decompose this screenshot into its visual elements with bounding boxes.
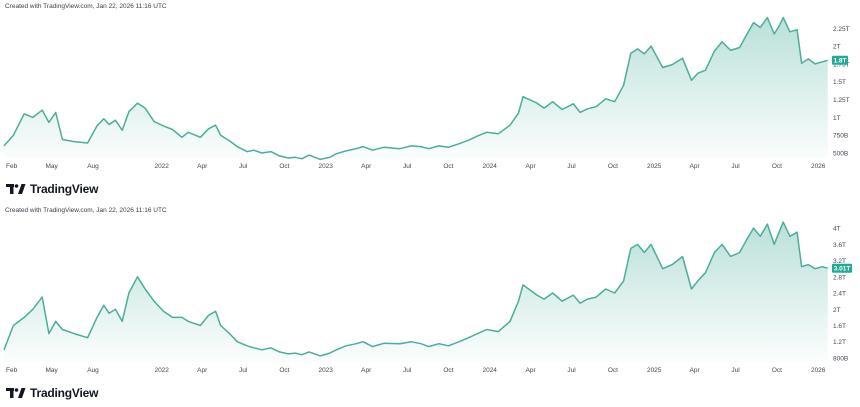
chart-panel-top: Created with TradingView.com, Jan 22, 20… — [0, 0, 860, 204]
x-tick-label: Aug — [87, 163, 99, 170]
x-tick-label: Jul — [239, 367, 248, 374]
y-tick-label: 2T — [833, 307, 841, 314]
y-tick-label: 2T — [833, 44, 841, 51]
x-tick-label: Oct — [608, 163, 618, 170]
y-tick-label: 1.2T — [833, 339, 846, 346]
tradingview-logo[interactable]: TradingView — [6, 182, 98, 196]
tradingview-wordmark: TradingView — [30, 386, 99, 400]
y-tick-label: 1.6T — [833, 323, 846, 330]
x-tick-label: Jul — [731, 367, 740, 374]
x-tick-label: 2024 — [482, 163, 497, 170]
x-tick-label: Jul — [567, 367, 576, 374]
tradingview-wordmark: TradingView — [30, 182, 99, 196]
x-tick-label: May — [45, 163, 58, 170]
last-price-label: 1.8T — [833, 58, 846, 65]
x-tick-label: Jul — [567, 163, 576, 170]
x-tick-label: Oct — [772, 163, 782, 170]
y-tick-label: 2.25T — [833, 26, 850, 33]
y-tick-label: 750B — [833, 133, 848, 140]
y-tick-label: 2.8T — [833, 274, 846, 281]
tradingview-logo-icon — [6, 184, 26, 194]
x-tick-label: Apr — [361, 163, 372, 170]
x-tick-label: 2024 — [482, 367, 497, 374]
x-tick-label: 2022 — [154, 163, 169, 170]
created-label: Created with TradingView.com, Jan 22, 20… — [5, 207, 167, 214]
y-tick-label: 1.5T — [833, 79, 846, 86]
x-tick-label: Apr — [526, 367, 537, 374]
x-tick-label: 2026 — [811, 163, 826, 170]
series-line — [3, 221, 828, 357]
x-tick-label: Apr — [526, 163, 537, 170]
series-area-fill — [4, 17, 828, 160]
series-line — [3, 16, 828, 161]
x-tick-label: 2025 — [647, 367, 662, 374]
tradingview-logo-icon — [6, 388, 26, 398]
x-tick-label: May — [45, 367, 58, 374]
last-price-label: 3.01T — [834, 266, 851, 273]
y-tick-label: 500B — [833, 151, 848, 158]
y-tick-label: 2.4T — [833, 291, 846, 298]
y-tick-label: 1T — [833, 115, 841, 122]
x-tick-label: Apr — [361, 367, 372, 374]
x-tick-label: Apr — [197, 367, 208, 374]
chart-area-bottom[interactable]: Feb May Aug 2022 Apr Jul Oct 2023 Apr Jul Oct 2024 A… — [0, 204, 860, 407]
x-tick-label: Jul — [403, 163, 412, 170]
x-tick-label: Aug — [87, 367, 99, 374]
y-tick-label: 800B — [833, 355, 848, 362]
x-tick-label: Jul — [403, 367, 412, 374]
x-tick-label: Feb — [6, 367, 18, 374]
tradingview-logo[interactable]: TradingView — [6, 386, 98, 400]
x-tick-label: Oct — [443, 163, 453, 170]
chart-area-top[interactable]: Feb May Aug 2022 Apr Jul Oct 2023 Apr Jul Oct 2024 A… — [0, 0, 860, 204]
y-tick-label: 1.75T — [833, 61, 850, 68]
created-label: Created with TradingView.com, Jan 22, 20… — [5, 3, 167, 10]
y-tick-label: 1.25T — [833, 97, 850, 104]
x-tick-label: Jul — [731, 163, 740, 170]
x-tick-label: 2023 — [318, 367, 333, 374]
x-tick-label: Jul — [239, 163, 248, 170]
last-price-tag — [832, 263, 852, 273]
x-tick-label: 2026 — [811, 367, 826, 374]
x-tick-label: 2022 — [154, 367, 169, 374]
last-price-tag — [832, 55, 848, 65]
x-tick-label: Apr — [690, 163, 701, 170]
x-tick-label: Oct — [279, 163, 289, 170]
x-tick-label: Oct — [279, 367, 289, 374]
x-tick-label: Oct — [443, 367, 453, 374]
y-tick-label: 3.2T — [833, 258, 846, 265]
y-tick-label: 3.6T — [833, 242, 846, 249]
series-area-fill — [4, 222, 828, 362]
x-tick-label: Oct — [608, 367, 618, 374]
x-tick-label: Oct — [772, 367, 782, 374]
x-tick-label: Feb — [6, 163, 18, 170]
x-tick-label: 2023 — [318, 163, 333, 170]
x-tick-label: Apr — [197, 163, 208, 170]
y-tick-label: 4T — [833, 226, 841, 233]
x-tick-label: Apr — [690, 367, 701, 374]
chart-panel-bottom: Created with TradingView.com, Jan 22, 20… — [0, 204, 860, 407]
x-tick-label: 2025 — [647, 163, 662, 170]
